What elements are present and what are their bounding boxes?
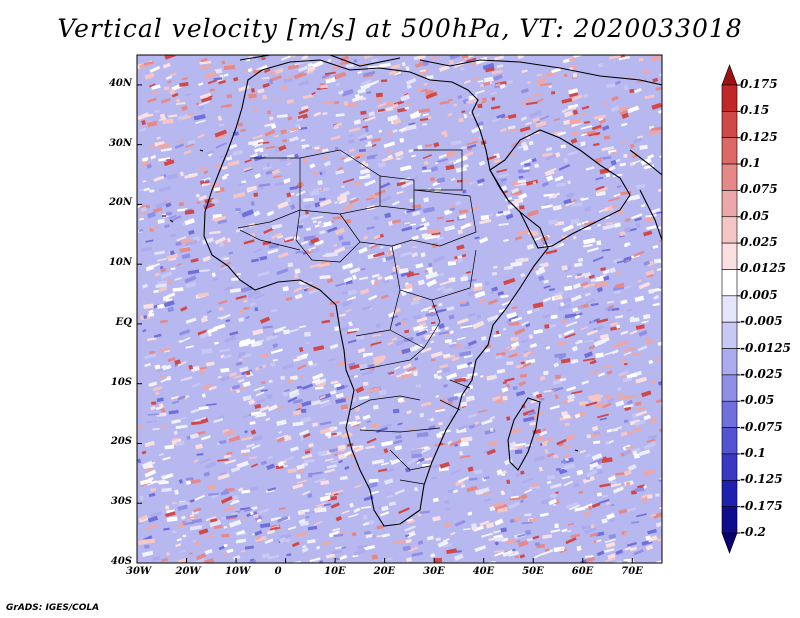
colorbar-label: -0.125 [740, 472, 783, 487]
axis-ticks [136, 84, 633, 564]
colorbar-label: 0.15 [740, 103, 770, 118]
lon-label: 70E [621, 566, 643, 577]
lon-label: 0 [274, 566, 282, 577]
colorbar-swatch [721, 348, 738, 376]
colorbar-label: -0.175 [740, 498, 783, 513]
colorbar-swatch [721, 190, 738, 218]
colorbar-label: 0.025 [740, 235, 778, 250]
lat-label: 10N [108, 257, 132, 269]
colorbar-label: 0.0125 [740, 261, 786, 276]
colorbar-label: -0.05 [740, 393, 775, 408]
lon-label: 30W [126, 566, 152, 577]
colorbar-swatch [721, 453, 738, 481]
lon-label: 20W [175, 566, 201, 577]
colorbar-swatch [721, 400, 738, 428]
lat-label: 40S [110, 556, 132, 567]
islands [162, 149, 579, 452]
colorbar-swatch [721, 427, 738, 455]
colorbar-swatch [721, 295, 738, 323]
lat-label: EQ [115, 316, 132, 328]
map-frame [136, 54, 663, 564]
lon-label: 30E [423, 566, 445, 577]
coastlines [162, 55, 662, 527]
colorbar-swatch [721, 111, 738, 139]
lon-label: 60E [571, 566, 594, 577]
lon-label: 50E [522, 566, 544, 577]
colorbar-label: 0.1 [740, 156, 761, 171]
madagascar-coastline [507, 397, 541, 471]
colorbar-swatch [721, 479, 738, 507]
colorbar-label: -0.0125 [740, 340, 791, 355]
credit-label: GrADS: IGES/COLA [6, 603, 100, 613]
lat-label: 40N [108, 77, 132, 89]
colorbar-bottom-arrow [721, 532, 738, 554]
colorbar-swatch [721, 84, 738, 112]
country-borders [237, 149, 477, 485]
lon-label: 40E [472, 566, 495, 577]
colorbar-swatch [721, 321, 738, 349]
velocity-field [137, 55, 662, 563]
colorbar-label: -0.025 [740, 366, 783, 381]
colorbar-label: -0.1 [740, 445, 766, 460]
lon-label: 20E [373, 566, 396, 577]
colorbar-swatch [721, 374, 738, 402]
colorbar-label: 0.05 [740, 208, 770, 223]
lon-label: 10E [324, 566, 346, 577]
colorbar-label: 0.175 [740, 77, 778, 91]
arabia-coastline [489, 129, 631, 249]
lon-label: 10W [225, 566, 251, 577]
chart-title: Vertical velocity [m/s] at 500hPa, VT: 2… [57, 14, 743, 43]
colorbar-label: -0.005 [740, 314, 783, 329]
lat-label: 30N [108, 137, 132, 149]
colorbar-swatch [721, 242, 738, 270]
colorbar-top-arrow [721, 64, 738, 86]
lat-label: 20N [108, 197, 132, 209]
lat-label: 20S [110, 436, 132, 448]
colorbar-label: 0.005 [740, 287, 778, 302]
europe-coastline [239, 55, 662, 86]
colorbar-swatch [721, 506, 738, 534]
india-coastline [629, 149, 662, 241]
colorbar-swatch [721, 163, 738, 191]
colorbar-label: 0.125 [740, 129, 778, 144]
colorbar-swatch [721, 269, 738, 297]
lat-label: 10S [110, 376, 132, 388]
colorbar-label: -0.075 [740, 419, 783, 434]
colorbar-label: -0.2 [740, 525, 766, 539]
colorbar-swatch [721, 137, 738, 165]
africa-coastline [203, 59, 549, 527]
colorbar-swatch [721, 216, 738, 244]
lat-label: 30S [110, 496, 132, 508]
colorbar-label: 0.075 [740, 182, 778, 197]
